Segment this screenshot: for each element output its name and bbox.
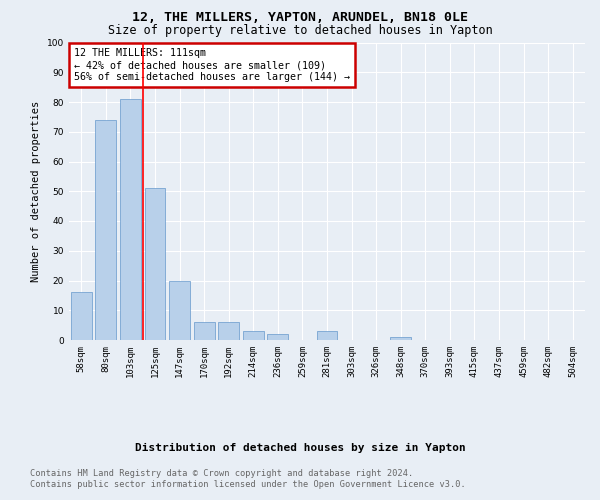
Bar xyxy=(218,322,239,340)
Bar xyxy=(390,337,411,340)
Bar xyxy=(243,331,264,340)
Text: 12, THE MILLERS, YAPTON, ARUNDEL, BN18 0LE: 12, THE MILLERS, YAPTON, ARUNDEL, BN18 0… xyxy=(132,11,468,24)
Text: Distribution of detached houses by size in Yapton: Distribution of detached houses by size … xyxy=(134,442,466,452)
Bar xyxy=(268,334,289,340)
Text: Contains public sector information licensed under the Open Government Licence v3: Contains public sector information licen… xyxy=(30,480,466,489)
Bar xyxy=(120,99,141,340)
Text: 12 THE MILLERS: 111sqm
← 42% of detached houses are smaller (109)
56% of semi-de: 12 THE MILLERS: 111sqm ← 42% of detached… xyxy=(74,48,350,82)
Bar xyxy=(71,292,92,340)
Text: Contains HM Land Registry data © Crown copyright and database right 2024.: Contains HM Land Registry data © Crown c… xyxy=(30,469,413,478)
Text: Size of property relative to detached houses in Yapton: Size of property relative to detached ho… xyxy=(107,24,493,37)
Bar xyxy=(145,188,166,340)
Bar xyxy=(95,120,116,340)
Bar xyxy=(317,331,337,340)
Bar xyxy=(194,322,215,340)
Y-axis label: Number of detached properties: Number of detached properties xyxy=(31,100,41,282)
Bar xyxy=(169,280,190,340)
